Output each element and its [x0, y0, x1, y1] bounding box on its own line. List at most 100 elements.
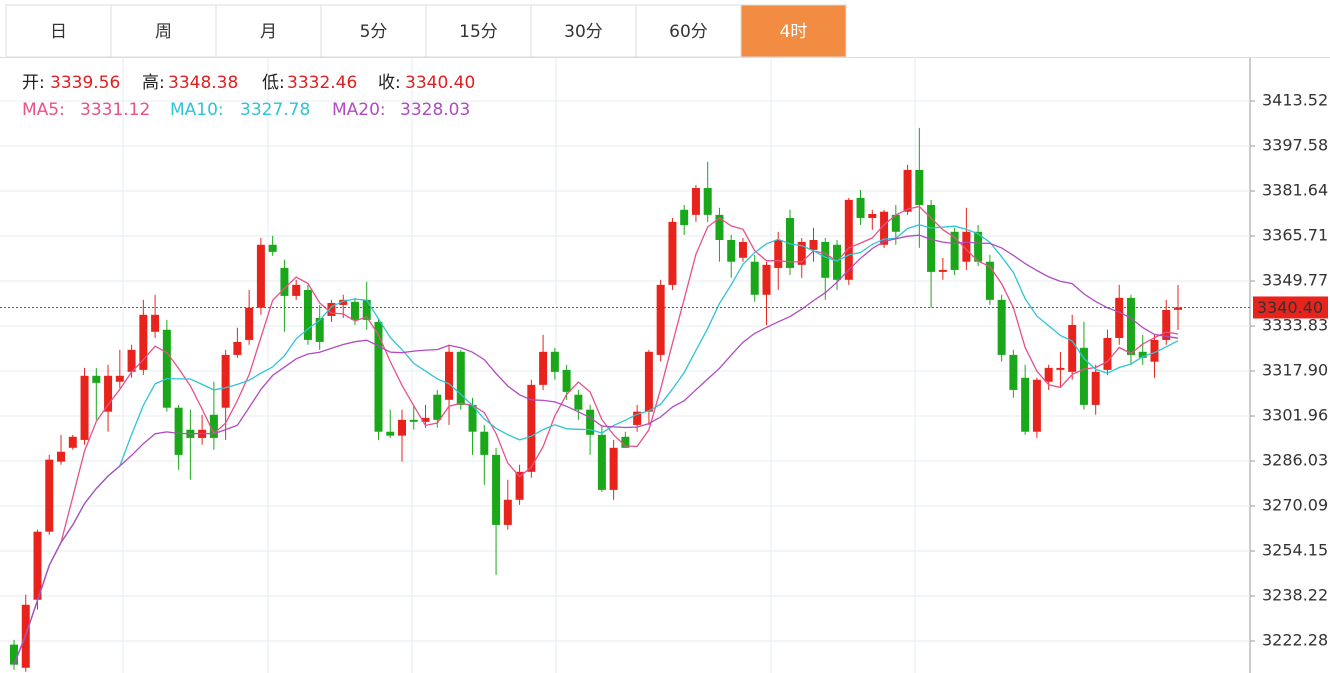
- tab-label[interactable]: 60分: [669, 22, 708, 42]
- tab[interactable]: [530, 4, 637, 58]
- candle-body: [1032, 379, 1041, 432]
- tab-label[interactable]: 4时: [780, 22, 808, 42]
- y-tick-label: 3365.71: [1262, 226, 1328, 245]
- candle-body: [386, 431, 395, 436]
- candle-body: [398, 419, 406, 436]
- candle-body: [339, 299, 348, 305]
- candle-body: [57, 451, 66, 462]
- tab[interactable]: [110, 4, 217, 58]
- ohlc-label: 高:: [142, 73, 165, 93]
- candle-body: [621, 436, 630, 448]
- vertical-grid: [122, 58, 916, 673]
- candle-body: [738, 241, 747, 258]
- candle-body: [315, 317, 324, 342]
- candle-body: [997, 299, 1006, 355]
- candle-body: [985, 261, 994, 300]
- candle-body: [562, 369, 571, 392]
- candle-body: [809, 239, 818, 250]
- y-tick-label: 3222.28: [1262, 631, 1328, 650]
- candle-body: [797, 241, 806, 265]
- candle-body: [327, 302, 336, 316]
- candle-body: [92, 375, 101, 383]
- candle-body: [1115, 297, 1124, 338]
- candle-body: [891, 214, 900, 232]
- tab[interactable]: [740, 4, 847, 58]
- ma-label: MA5:: [22, 100, 65, 120]
- tab[interactable]: [215, 4, 322, 58]
- candle-body: [45, 459, 54, 532]
- candle-body: [104, 375, 113, 412]
- candle-body: [480, 431, 489, 455]
- ohlc-value: 3339.56: [50, 73, 120, 93]
- tab-label[interactable]: 30分: [564, 22, 603, 42]
- y-tick-label: 3413.52: [1262, 91, 1328, 110]
- candle-body: [691, 188, 700, 215]
- ma-line: [13, 234, 1179, 665]
- candle-body: [950, 231, 959, 270]
- candle-body: [374, 321, 383, 432]
- candle-body: [1162, 310, 1171, 340]
- tab-label[interactable]: 周: [155, 22, 172, 42]
- ma-value: 3328.03: [400, 100, 470, 120]
- candle-body: [762, 264, 771, 295]
- ohlc-label: 收:: [378, 73, 401, 93]
- candle-body: [574, 394, 583, 410]
- candle-body: [680, 209, 689, 226]
- candle-body: [586, 409, 595, 435]
- candle-body: [656, 284, 665, 355]
- ma-label: MA10:: [170, 100, 224, 120]
- candle-body: [1126, 297, 1135, 355]
- candle-body: [280, 267, 289, 296]
- candle-body: [715, 214, 724, 240]
- tab[interactable]: [425, 4, 532, 58]
- candle-body: [80, 375, 89, 440]
- candle-body: [927, 204, 936, 272]
- ma-line: [13, 224, 1179, 665]
- candle-body: [139, 314, 148, 370]
- candle-body: [162, 329, 171, 408]
- tab-label[interactable]: 5分: [360, 22, 388, 42]
- candle-body: [445, 351, 454, 400]
- last-price-box: [1253, 296, 1328, 319]
- candle-body: [1150, 339, 1159, 362]
- candle-body: [174, 407, 183, 455]
- candle-body: [245, 307, 254, 340]
- candle-body: [821, 241, 830, 278]
- y-tick-label: 3238.22: [1262, 585, 1328, 604]
- candle-body: [515, 471, 524, 500]
- y-tick-label: 3317.90: [1262, 361, 1328, 380]
- candle-body: [727, 239, 736, 262]
- candle-body: [880, 211, 889, 245]
- candle-body: [151, 314, 160, 332]
- candle-body: [703, 188, 712, 215]
- candle-body: [362, 299, 371, 320]
- candle-body: [550, 351, 559, 372]
- y-tick-label: 3333.83: [1262, 316, 1328, 335]
- candle-body: [539, 351, 548, 385]
- candle-body: [303, 289, 312, 340]
- candle-body: [644, 351, 653, 412]
- ohlc-value: 3348.38: [168, 73, 238, 93]
- candle-body: [1009, 354, 1018, 390]
- candle-body: [1044, 367, 1053, 382]
- candle-body: [10, 644, 18, 665]
- candle-body: [750, 261, 759, 295]
- candle-body: [1056, 367, 1065, 370]
- y-tick-label: 3270.09: [1262, 496, 1328, 515]
- tab-label[interactable]: 15分: [459, 22, 498, 42]
- ma-value: 3327.78: [240, 100, 310, 120]
- candle-body: [492, 454, 501, 525]
- candle-body: [468, 404, 477, 432]
- y-tick-label: 3349.77: [1262, 271, 1328, 290]
- y-tick-label: 3286.03: [1262, 450, 1328, 469]
- tab-label[interactable]: 日: [50, 22, 67, 42]
- tab-label[interactable]: 月: [260, 22, 277, 42]
- tab[interactable]: [320, 4, 427, 58]
- y-tick-label: 3301.96: [1262, 406, 1328, 425]
- candle-body: [421, 417, 430, 422]
- ohlc-value: 3332.46: [287, 73, 357, 93]
- candle-body: [774, 239, 783, 268]
- candle-body: [527, 384, 536, 472]
- candle-body: [1174, 307, 1182, 310]
